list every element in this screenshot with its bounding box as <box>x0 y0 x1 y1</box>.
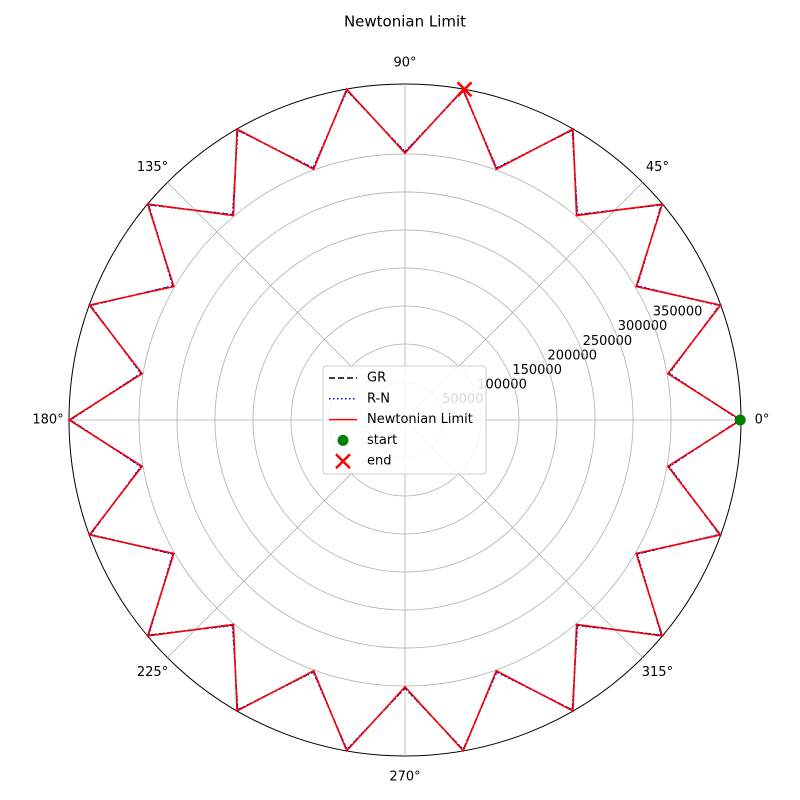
legend-label: GR <box>367 371 386 386</box>
theta-tick-label: 180° <box>32 413 63 428</box>
series-line <box>67 87 742 753</box>
legend-box <box>322 365 487 475</box>
start-marker <box>734 414 746 426</box>
r-tick-label: 200000 <box>547 348 597 363</box>
grid-circle <box>290 305 520 535</box>
theta-tick-label: 90° <box>393 56 416 71</box>
legend-swatch <box>335 453 351 470</box>
grid-circle <box>252 267 558 573</box>
grid-circle <box>176 191 634 649</box>
grid-circle <box>214 229 596 611</box>
r-tick-label: 350000 <box>653 305 703 320</box>
legend: GR R-N Newtonian Limit start end <box>322 365 487 475</box>
theta-tick-label: 135° <box>137 160 168 175</box>
r-tick-label: 300000 <box>618 319 668 334</box>
theta-tick-label: 0° <box>755 413 770 428</box>
chart-title: Newtonian Limit <box>344 13 466 31</box>
theta-tick-label: 45° <box>646 160 669 175</box>
theta-tick-label: 225° <box>137 665 168 680</box>
legend-label: R-N <box>367 391 390 406</box>
end-marker <box>456 81 473 98</box>
r-tick-label: 150000 <box>512 363 562 378</box>
theta-tick-label: 270° <box>389 770 420 785</box>
series-line <box>69 89 740 751</box>
legend-label: start <box>367 433 397 448</box>
legend-label: Newtonian Limit <box>367 412 473 427</box>
legend-label: end <box>367 454 392 469</box>
legend-swatch <box>337 434 349 446</box>
r-tick-label: 250000 <box>583 334 633 349</box>
theta-tick-label: 315° <box>642 665 673 680</box>
